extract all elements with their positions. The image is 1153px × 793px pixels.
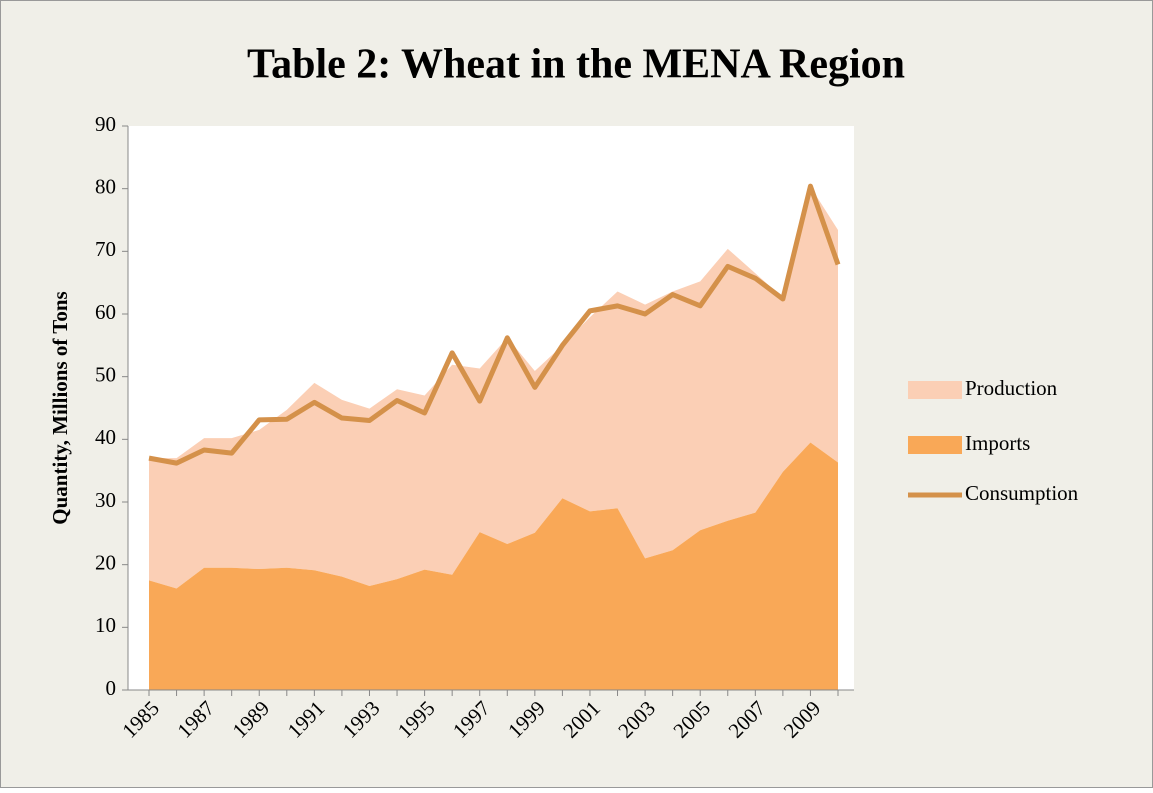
line — [148, 183, 841, 466]
legend-swatch — [908, 381, 962, 399]
y-tick-label: 90 — [95, 112, 116, 136]
y-tick-label: 40 — [95, 425, 116, 449]
y-tick-label: 70 — [95, 237, 116, 261]
y-tick-label: 80 — [95, 174, 116, 198]
legend-label: Imports — [965, 431, 1030, 455]
legend-swatch — [908, 436, 962, 454]
y-axis-label: Quantity, Millions of Tons — [48, 291, 72, 524]
y-tick-label: 20 — [95, 550, 116, 574]
chart-title: Table 2: Wheat in the MENA Region — [247, 42, 905, 88]
legend-label: Production — [965, 376, 1058, 400]
y-tick-label: 60 — [95, 300, 116, 324]
y-tick-label: 50 — [95, 362, 116, 386]
area — [149, 442, 838, 690]
area — [149, 186, 838, 589]
legend-label: Consumption — [965, 481, 1079, 505]
y-tick-label: 0 — [106, 676, 117, 700]
y-tick-label: 10 — [95, 613, 116, 637]
y-tick-label: 30 — [95, 488, 116, 512]
